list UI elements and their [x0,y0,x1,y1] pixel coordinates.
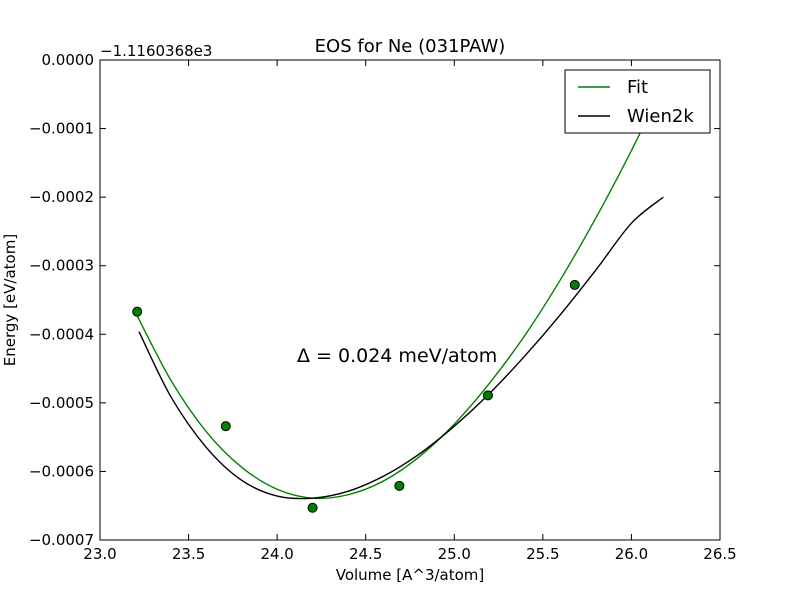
series-layer [132,77,668,513]
y-offset-label: −1.1160368e3 [100,42,212,60]
legend-label-fit: Fit [627,77,648,98]
data-point [569,279,580,290]
data-point [307,502,318,513]
ticks-layer: 23.0 23.5 24.0 24.5 25.0 25.5 26.0 26.5 0.0000 −0… [29,51,737,563]
plot-frame [99,59,721,541]
y-tick-label: −0.0001 [29,120,94,138]
series-line-wien2k [138,196,664,500]
x-tick-label: 25.0 [438,545,471,563]
legend-box [564,69,711,134]
delta-annotation: Δ = 0.024 meV/atom [297,345,497,367]
series-line-fit [134,77,668,500]
x-axis-title: Volume [A^3/atom] [336,566,485,584]
data-point [132,306,143,317]
x-tick-label: 23.5 [172,545,205,563]
x-tick-label: 25.5 [526,545,559,563]
y-tick-label: −0.0004 [29,325,94,343]
y-tick-label: −0.0005 [29,394,94,412]
legend: Fit Wien2k [564,69,711,134]
y-tick-label: −0.0003 [29,257,94,275]
data-point [394,480,405,491]
x-tick-label: 24.5 [349,545,382,563]
x-tick-label: 23.0 [83,545,116,563]
y-tick-label: −0.0002 [29,188,94,206]
x-tick-label: 26.0 [615,545,648,563]
y-tick-label: 0.0000 [42,51,95,69]
legend-label-wien2k: Wien2k [627,106,694,127]
y-tick-label: −0.0006 [29,462,94,480]
x-tick-label: 26.5 [703,545,736,563]
data-point [482,390,493,401]
x-tick-label: 24.0 [260,545,293,563]
data-point [220,421,231,432]
y-axis-title: Energy [eV/atom] [1,234,19,366]
y-tick-label: −0.0007 [29,531,94,549]
chart-title: EOS for Ne (031PAW) [315,36,506,57]
